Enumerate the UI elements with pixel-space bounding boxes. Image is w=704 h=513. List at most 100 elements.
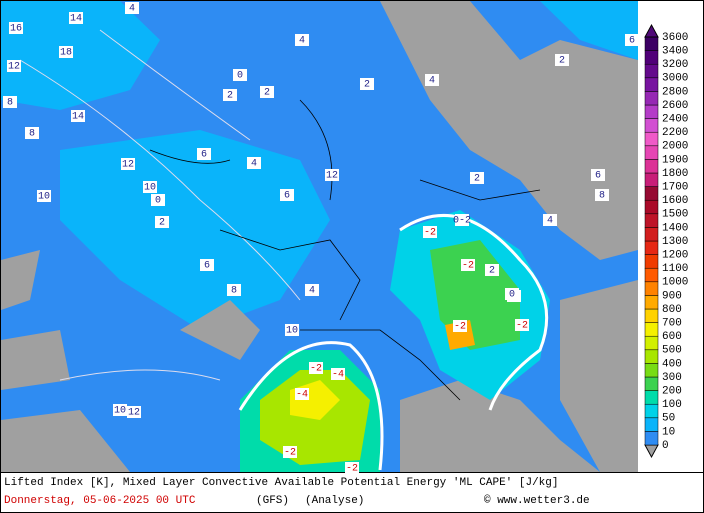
colorbar-swatch — [644, 335, 659, 351]
colorbar-swatch — [644, 254, 659, 269]
label-box — [125, 2, 139, 14]
run: (Analyse) — [305, 495, 364, 507]
colorbar-label: 900 — [662, 290, 682, 302]
colorbar-swatch — [644, 295, 659, 310]
label-box — [485, 264, 499, 276]
colorbar-label: 600 — [662, 331, 682, 343]
label-box — [515, 319, 529, 331]
colorbar-swatch — [644, 77, 659, 92]
label-box — [461, 259, 475, 271]
colorbar-swatch — [644, 172, 659, 187]
contour-label: 14 — [70, 14, 82, 25]
contour — [399, 214, 549, 411]
colorbar-label: 1000 — [662, 277, 688, 289]
label-box — [295, 388, 309, 400]
colorbar-label: 3600 — [662, 32, 688, 44]
land-gray — [180, 300, 260, 360]
label-box — [227, 284, 241, 296]
label-box — [247, 157, 261, 169]
label-box — [151, 194, 165, 206]
colorbar-swatch — [644, 104, 659, 119]
contour-label: 10 — [114, 406, 126, 417]
colorbar-label: 2400 — [662, 114, 688, 126]
colorbar-swatch — [644, 227, 659, 242]
date: Donnerstag, 05-06-2025 00 UTC — [4, 495, 196, 507]
label-box — [425, 74, 439, 86]
colorbar-label: 10 — [662, 426, 675, 438]
label-box — [113, 404, 127, 416]
colorbar-label: 100 — [662, 399, 682, 411]
region — [540, 1, 638, 60]
colorbar-swatch — [644, 403, 659, 419]
colorbar-label: 1700 — [662, 182, 688, 194]
label-box — [331, 368, 345, 380]
colorbar-swatch — [644, 390, 659, 405]
isoline — [19, 29, 301, 381]
colorbar-swatch — [644, 36, 659, 51]
label-box — [295, 34, 309, 46]
contour-label: 8 — [29, 129, 35, 140]
colorbar-label: 500 — [662, 345, 682, 357]
contour-label: 4 — [251, 159, 257, 170]
label-box — [69, 12, 83, 24]
copyright: © www.wetter3.de — [484, 495, 590, 507]
contour-label: 6 — [629, 36, 635, 47]
contour-label: 6 — [201, 150, 207, 161]
label-box — [453, 320, 467, 332]
label-box — [543, 214, 557, 226]
label-box — [121, 158, 135, 170]
colorbar-label: 1900 — [662, 154, 688, 166]
contour-label: 6 — [595, 171, 601, 182]
colorbar-swatch — [644, 376, 659, 391]
colorbar-label: 800 — [662, 304, 682, 316]
label-box — [625, 34, 639, 46]
label-box — [197, 148, 211, 160]
colorbar-label: 2800 — [662, 86, 688, 98]
colorbar-swatch — [644, 267, 659, 283]
label-box — [127, 406, 141, 418]
label-box — [3, 96, 17, 108]
colorbar-label: 300 — [662, 372, 682, 384]
colorbar-label: 1400 — [662, 222, 688, 234]
contour-label: 0 — [237, 71, 243, 82]
colorbar-label: 50 — [662, 413, 675, 425]
contour-label: -2 — [454, 322, 466, 333]
colorbar-swatch — [644, 431, 659, 446]
colorbar-label: 2600 — [662, 100, 688, 112]
contour-label: 8 — [599, 191, 605, 202]
model: (GFS) — [256, 495, 289, 507]
land-gray — [1, 250, 130, 472]
contour-label: 4 — [299, 36, 305, 47]
label-box — [309, 362, 323, 374]
colorbar-swatch — [644, 159, 659, 174]
label-box — [505, 288, 519, 300]
contour — [238, 341, 384, 471]
colorbar-label: 2000 — [662, 141, 688, 153]
colorbar-label: 0 — [662, 440, 669, 452]
colorbar-label: 700 — [662, 318, 682, 330]
label-box — [285, 324, 299, 336]
land-gray — [380, 1, 638, 260]
colorbar-swatch — [644, 118, 659, 133]
label-box — [71, 110, 85, 122]
contour-label: 2 — [264, 88, 270, 99]
label-box — [283, 446, 297, 458]
label-box — [345, 462, 359, 474]
contour-label: 4 — [547, 216, 553, 227]
contour-label: 2 — [227, 91, 233, 102]
label-box — [37, 190, 51, 202]
contour-label: 6 — [284, 191, 290, 202]
contour-label: -2 — [516, 321, 528, 332]
contour-label: 12 — [122, 160, 134, 171]
contour-label: -2 — [310, 364, 322, 375]
colorbar-label: 1100 — [662, 263, 688, 275]
contour-label: 0 — [155, 196, 161, 207]
caption: Lifted Index [K], Mixed Layer Convective… — [4, 477, 559, 489]
contour-label: 4 — [429, 76, 435, 87]
contour-label: 8 — [231, 286, 237, 297]
contour-label: -4 — [296, 390, 308, 401]
contour-label: 6 — [204, 261, 210, 272]
contour-label: -2 — [284, 448, 296, 459]
colorbar-swatch — [644, 240, 659, 255]
